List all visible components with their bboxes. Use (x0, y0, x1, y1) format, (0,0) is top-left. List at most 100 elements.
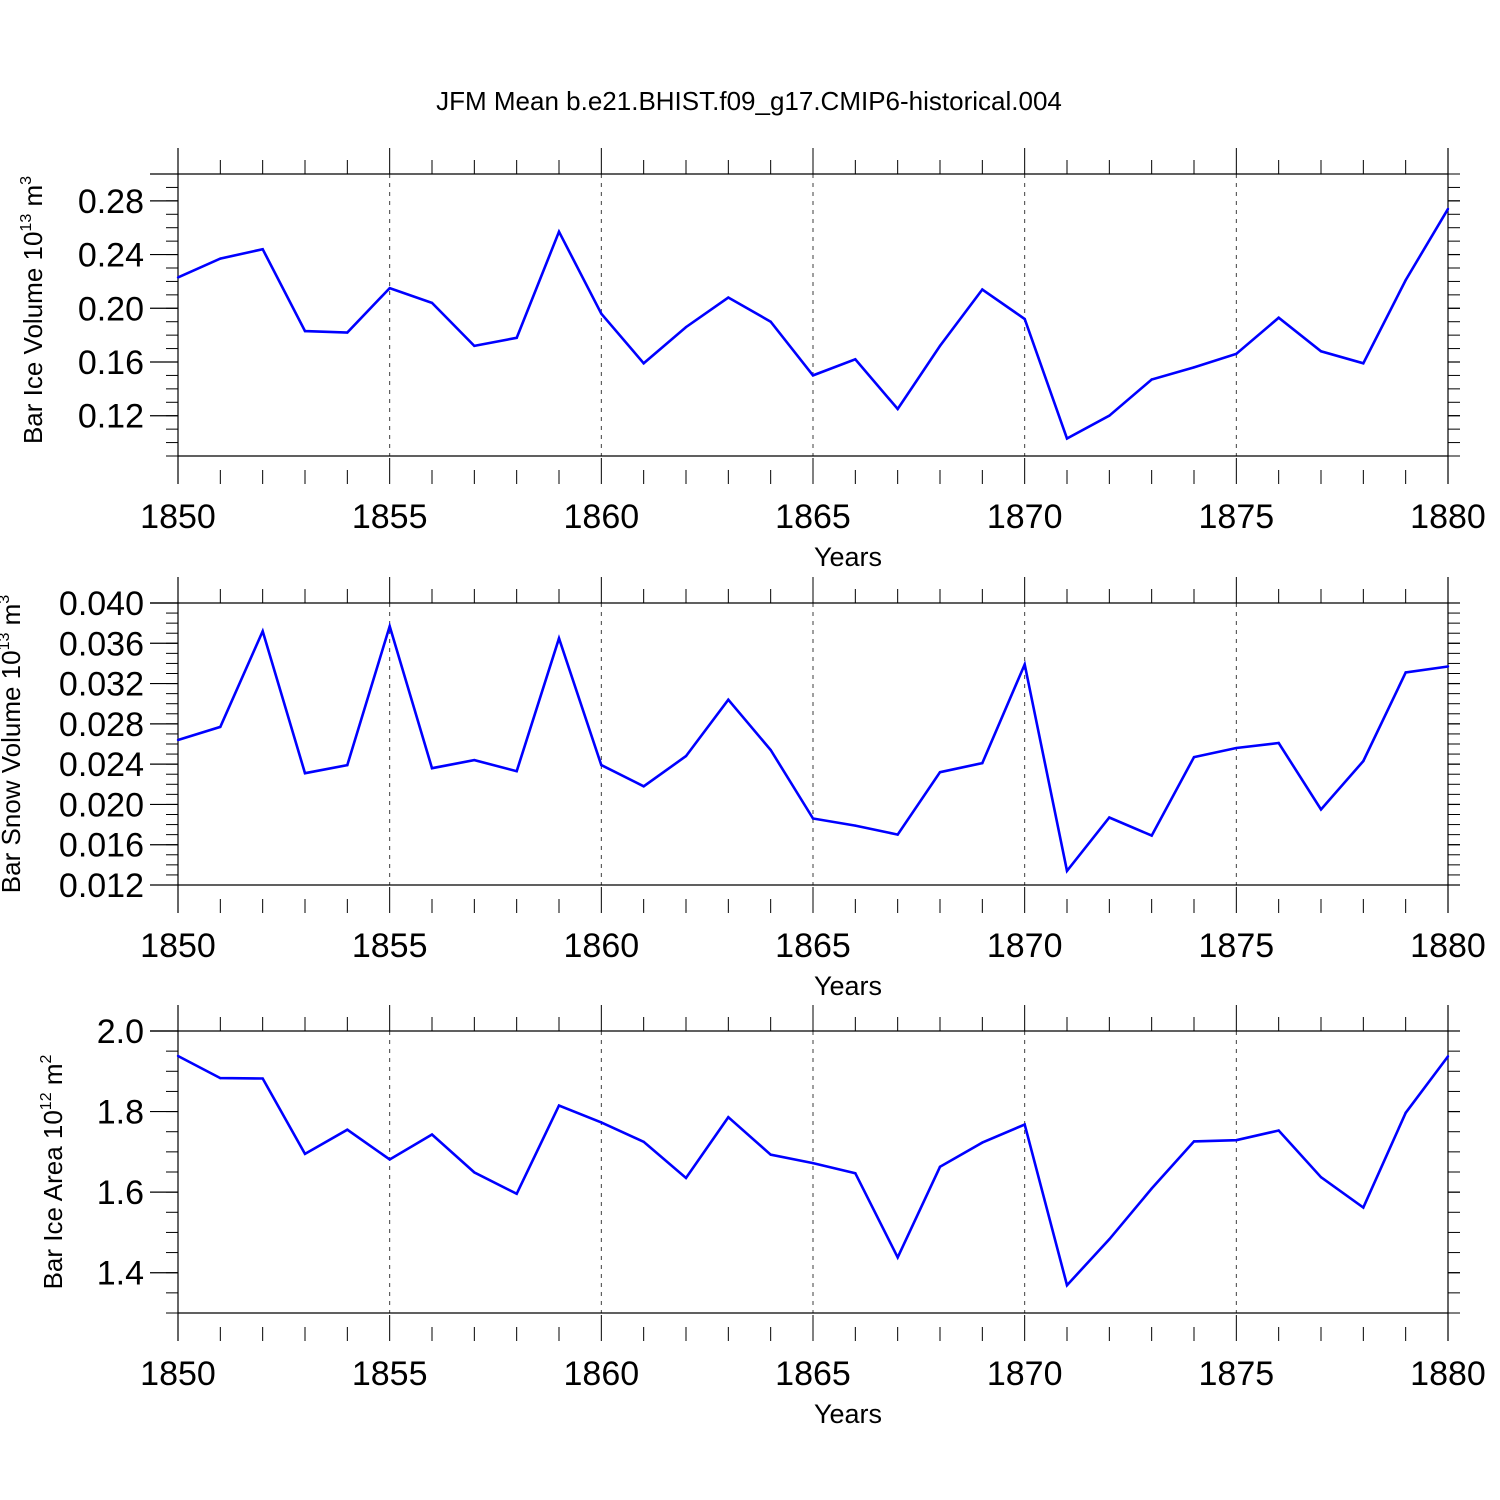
data-point (1150, 834, 1153, 837)
data-point (811, 817, 815, 820)
y-tick-label: 0.24 (78, 237, 144, 275)
data-point (473, 344, 476, 348)
y-label-text: Bar Ice Volume 10 (18, 232, 48, 444)
data-point (811, 1161, 815, 1165)
data-point (1235, 352, 1238, 356)
data-point (346, 763, 349, 767)
data-point (854, 358, 857, 361)
data-point (1319, 1176, 1323, 1179)
y-tick-label: 0.032 (59, 666, 144, 704)
data-point (727, 698, 730, 701)
y-axis-label: Bar Snow Volume 1013 m3 (0, 595, 26, 894)
data-point (1362, 759, 1365, 763)
data-point (896, 1256, 899, 1259)
data-point (981, 288, 984, 291)
y-tick-label: 0.16 (78, 344, 144, 382)
panels: 1850 1855 1860 1865 1870 1875 1880 Years 0.12 0.1… (0, 148, 1486, 1429)
data-point (1446, 1055, 1450, 1058)
y-tick-label: 0.028 (59, 706, 144, 744)
data-point (473, 758, 476, 762)
y-tick-label: 0.20 (78, 290, 144, 328)
data-point (1192, 1140, 1196, 1143)
x-tick-label: 1865 (775, 1355, 851, 1393)
x-tick-label: 1860 (564, 1355, 640, 1393)
data-point (1108, 816, 1111, 819)
data-point (1362, 362, 1365, 365)
data-point (303, 772, 307, 775)
data-point (684, 754, 688, 758)
y-tick-label: 0.024 (59, 746, 144, 784)
y-label-exponent: 2 (38, 1054, 55, 1063)
data-point (176, 738, 180, 742)
y-label-exponent: 3 (18, 176, 35, 185)
data-point (1404, 1111, 1407, 1114)
data-point (261, 630, 264, 633)
y-label-exponent: 12 (38, 1092, 55, 1110)
data-point (557, 637, 561, 640)
data-point (176, 276, 180, 279)
y-tick-label: 0.040 (59, 585, 144, 623)
data-point (261, 248, 264, 251)
x-tick-label: 1865 (775, 927, 851, 965)
x-tick-label: 1860 (564, 927, 640, 965)
data-point (430, 1133, 434, 1136)
y-tick-label: 0.020 (59, 786, 144, 824)
y-tick-label: 1.4 (97, 1255, 144, 1293)
data-point (219, 1076, 222, 1080)
y-axis-label: Bar Ice Area 1012 m2 (38, 1054, 68, 1289)
data-point (1277, 1129, 1280, 1132)
data-point (600, 312, 603, 315)
x-tick-label: 1850 (140, 1355, 216, 1393)
data-point (1404, 278, 1407, 282)
y-tick-label: 0.036 (59, 625, 144, 663)
data-point (854, 824, 857, 827)
data-point (1023, 663, 1026, 666)
data-point (346, 1128, 349, 1131)
data-point (642, 1140, 645, 1143)
data-point (430, 301, 434, 305)
x-axis-label: Years (814, 1399, 882, 1429)
data-point (388, 624, 391, 628)
x-tick-label: 1870 (987, 498, 1063, 536)
x-tick-label: 1875 (1199, 927, 1275, 965)
data-point (1065, 437, 1069, 440)
data-point (727, 1116, 730, 1119)
data-point (769, 1153, 772, 1156)
data-point (1065, 869, 1069, 873)
y-label-text: m (0, 604, 26, 633)
y-label-text: Bar Snow Volume 10 (0, 650, 26, 893)
data-point (769, 748, 772, 752)
data-point (515, 336, 518, 340)
data-point (1108, 1238, 1111, 1241)
y-tick-label: 0.012 (59, 867, 144, 905)
data-point (388, 1158, 391, 1161)
data-point (1192, 755, 1196, 759)
data-point (896, 833, 899, 836)
y-label-exponent: 3 (0, 595, 13, 604)
y-tick-label: 1.8 (97, 1094, 144, 1132)
data-point (219, 725, 222, 729)
data-point (896, 407, 899, 411)
panel-2: 1850 1855 1860 1865 1870 1875 1880Years0.0120.… (0, 577, 1486, 1001)
y-tick-label: 0.12 (78, 398, 144, 436)
data-point (1277, 316, 1280, 319)
data-point (642, 362, 645, 365)
data-point (388, 286, 391, 290)
y-label-exponent: 13 (0, 632, 13, 650)
data-point (1235, 1138, 1238, 1142)
x-tick-label: 1855 (352, 498, 428, 536)
data-point (642, 785, 645, 788)
x-tick-label: 1860 (564, 498, 640, 536)
x-tick-label: 1870 (987, 927, 1063, 965)
data-point (981, 761, 984, 765)
data-point (176, 1054, 180, 1058)
data-point (938, 771, 942, 774)
data-point (557, 1104, 561, 1107)
data-point (1192, 366, 1196, 369)
data-point (1023, 317, 1026, 321)
data-point (473, 1171, 476, 1174)
data-point (854, 1172, 857, 1175)
panel-1: 1850 1855 1860 1865 1870 1875 1880 Years 0.12 0.1… (18, 148, 1486, 572)
data-point (1446, 665, 1450, 668)
